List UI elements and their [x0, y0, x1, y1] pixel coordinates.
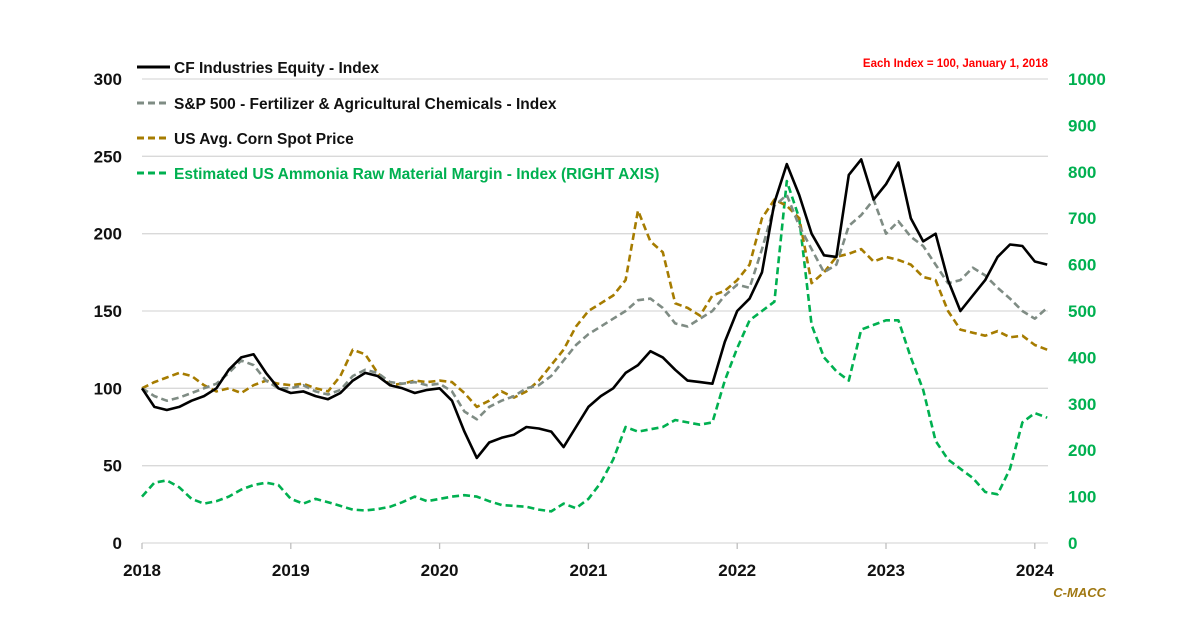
right-y-tick-label: 900 — [1068, 116, 1096, 135]
series-line-ammonia-margin — [141, 179, 1048, 513]
right-y-tick-label: 800 — [1068, 163, 1096, 182]
legend-item-cf: CF Industries Equity - Index — [137, 60, 379, 77]
x-tick-label: 2018 — [123, 561, 161, 580]
x-axis: 2018 2019 2020 2021 2022 2023 2024 — [123, 543, 1054, 580]
right-y-tick-label: 300 — [1068, 395, 1096, 414]
right-y-axis: 0 100 200 300 400 500 600 700 800 900 1000 — [1068, 70, 1106, 553]
left-y-axis: 0 50 100 150 200 250 300 — [94, 70, 122, 553]
left-y-tick-label: 100 — [94, 379, 122, 398]
left-y-tick-label: 50 — [103, 457, 122, 476]
series-line-cf-industries — [140, 158, 1048, 460]
right-y-tick-label: 700 — [1068, 209, 1096, 228]
right-y-tick-label: 1000 — [1068, 70, 1106, 89]
legend-item-corn: US Avg. Corn Spot Price — [137, 131, 354, 148]
x-tick-label: 2020 — [421, 561, 459, 580]
left-y-tick-label: 150 — [94, 302, 122, 321]
x-tick-label: 2022 — [718, 561, 756, 580]
index-annotation: Each Index = 100, January 1, 2018 — [863, 58, 1049, 70]
right-y-tick-label: 400 — [1068, 348, 1096, 367]
right-y-tick-label: 0 — [1068, 534, 1077, 553]
x-tick-label: 2021 — [569, 561, 607, 580]
left-y-tick-label: 0 — [113, 534, 122, 553]
x-tick-label: 2024 — [1016, 561, 1054, 580]
left-y-tick-label: 200 — [94, 225, 122, 244]
right-y-tick-label: 100 — [1068, 488, 1096, 507]
x-tick-label: 2019 — [272, 561, 310, 580]
series-line-sp500-fertilizer — [141, 193, 1049, 421]
gridlines — [142, 78, 1048, 544]
legend-label-ammonia: Estimated US Ammonia Raw Material Margin… — [174, 166, 659, 183]
legend-label-sp: S&P 500 - Fertilizer & Agricultural Chem… — [174, 96, 557, 113]
x-tick-label: 2023 — [867, 561, 905, 580]
legend-item-ammonia: Estimated US Ammonia Raw Material Margin… — [137, 166, 659, 183]
series-lines — [140, 158, 1049, 513]
legend-label-cf: CF Industries Equity - Index — [174, 60, 379, 77]
source-label: C-MACC — [1053, 585, 1106, 600]
right-y-tick-label: 200 — [1068, 441, 1096, 460]
legend-label-corn: US Avg. Corn Spot Price — [174, 131, 354, 148]
left-y-tick-label: 250 — [94, 147, 122, 166]
left-y-tick-label: 300 — [94, 70, 122, 89]
right-y-tick-label: 600 — [1068, 256, 1096, 275]
right-y-tick-label: 500 — [1068, 302, 1096, 321]
legend-item-sp: S&P 500 - Fertilizer & Agricultural Chem… — [137, 96, 557, 113]
series-line-corn-price — [141, 198, 1048, 409]
legend: CF Industries Equity - Index S&P 500 - F… — [137, 60, 659, 183]
